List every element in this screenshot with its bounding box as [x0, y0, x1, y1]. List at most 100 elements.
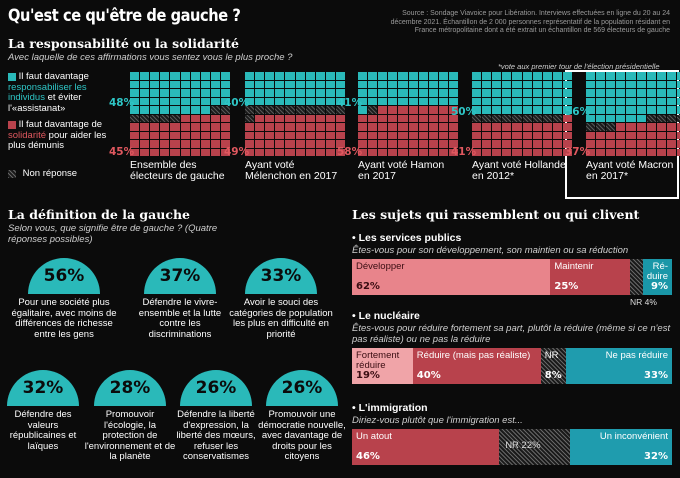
waffle-cell	[492, 123, 502, 131]
waffle-cell	[378, 80, 388, 88]
waffle-cell	[408, 123, 418, 131]
waffle-cell	[295, 123, 305, 131]
waffle-cell	[656, 80, 666, 88]
waffle-cell	[398, 114, 408, 122]
waffle-cell	[315, 72, 325, 80]
topic-question: Diriez-vous plutôt que l'immigration est…	[352, 415, 523, 426]
waffle-cell	[190, 140, 200, 148]
waffle-cell	[358, 140, 368, 148]
waffle-cell	[666, 148, 676, 156]
waffle-cell	[378, 89, 388, 97]
waffle-cell	[676, 97, 680, 105]
waffle-cell	[220, 72, 230, 80]
waffle-cell	[438, 97, 448, 105]
waffle-cell	[428, 140, 438, 148]
waffle-cell	[388, 131, 398, 139]
waffle-cell	[472, 148, 482, 156]
waffle-cell	[586, 80, 596, 88]
waffle-cell	[160, 114, 170, 122]
waffle-cell	[305, 80, 315, 88]
waffle-cell	[428, 97, 438, 105]
waffle-cell	[448, 131, 458, 139]
waffle-cell	[150, 131, 160, 139]
waffle-cell	[596, 80, 606, 88]
waffle-cell	[438, 89, 448, 97]
waffle-cell	[646, 148, 656, 156]
waffle-cell	[295, 148, 305, 156]
waffle-cell	[448, 123, 458, 131]
waffle-cell	[562, 131, 572, 139]
waffle-cell	[200, 80, 210, 88]
waffle-cell	[200, 114, 210, 122]
waffle-cell	[646, 140, 656, 148]
waffle-cell	[676, 106, 680, 114]
waffle-cell	[626, 89, 636, 97]
definition-text: Promouvoir l'écologie, la protection de …	[84, 409, 176, 462]
waffle-cell	[335, 106, 345, 114]
waffle-cell	[190, 131, 200, 139]
waffle-cell	[552, 80, 562, 88]
legend-teal: Il faut davantage responsabiliser les in…	[8, 71, 89, 114]
waffle-cell	[656, 123, 666, 131]
waffle-cell	[170, 131, 180, 139]
waffle-cell	[305, 123, 315, 131]
waffle-cell	[408, 97, 418, 105]
waffle-cell	[180, 140, 190, 148]
bar-segment: Maintenir 25%	[550, 259, 631, 295]
waffle-cell	[315, 89, 325, 97]
waffle-cell	[408, 140, 418, 148]
segment-label: NR	[544, 350, 559, 361]
legend-nr: Non réponse	[8, 168, 77, 180]
waffle-cell	[676, 148, 680, 156]
waffle-cell	[305, 148, 315, 156]
waffle-cell	[512, 114, 522, 122]
section1-title: La responsabilité ou la solidarité	[8, 36, 239, 51]
waffle-cell	[522, 131, 532, 139]
waffle-cell	[220, 80, 230, 88]
waffle-cell	[408, 80, 418, 88]
waffle-cell	[656, 131, 666, 139]
waffle-cell	[542, 131, 552, 139]
waffle-cell	[285, 89, 295, 97]
waffle-cell	[378, 148, 388, 156]
waffle-cell	[130, 114, 140, 122]
waffle-cell	[502, 97, 512, 105]
waffle-cell	[190, 72, 200, 80]
waffle-grid	[245, 72, 345, 156]
waffle-cell	[295, 106, 305, 114]
waffle-cell	[666, 123, 676, 131]
definition-text: Promouvoir une démocratie nouvelle, avec…	[258, 409, 346, 462]
segment-label: Un atout	[356, 431, 392, 442]
waffle-cell	[358, 72, 368, 80]
waffle-cell	[636, 106, 646, 114]
waffle-cell	[636, 97, 646, 105]
waffle-cell	[200, 140, 210, 148]
waffle-cell	[562, 140, 572, 148]
definition-text: Défendre des valeurs républicaines et la…	[9, 409, 77, 452]
waffle-cell	[368, 89, 378, 97]
waffle-cell	[325, 97, 335, 105]
waffle-cell	[325, 140, 335, 148]
waffle-cell	[522, 89, 532, 97]
waffle-cell	[472, 89, 482, 97]
waffle-cell	[428, 148, 438, 156]
waffle-cell	[562, 106, 572, 114]
waffle-cell	[200, 123, 210, 131]
waffle-cell	[616, 148, 626, 156]
waffle-cell	[335, 114, 345, 122]
waffle-cell	[160, 131, 170, 139]
waffle-cell	[150, 97, 160, 105]
waffle-cell	[295, 131, 305, 139]
waffle-cell	[295, 140, 305, 148]
waffle-grid	[586, 72, 680, 156]
waffle-cell	[616, 123, 626, 131]
definition-dome: 26%	[180, 370, 252, 406]
waffle-cell	[160, 123, 170, 131]
topic-question: Êtes-vous pour réduire fortement sa part…	[352, 323, 671, 345]
waffle-cell	[512, 106, 522, 114]
waffle-cell	[482, 140, 492, 148]
definition-dome: 26%	[266, 370, 338, 406]
waffle-cell	[676, 89, 680, 97]
waffle-cell	[666, 140, 676, 148]
waffle-cell	[378, 114, 388, 122]
